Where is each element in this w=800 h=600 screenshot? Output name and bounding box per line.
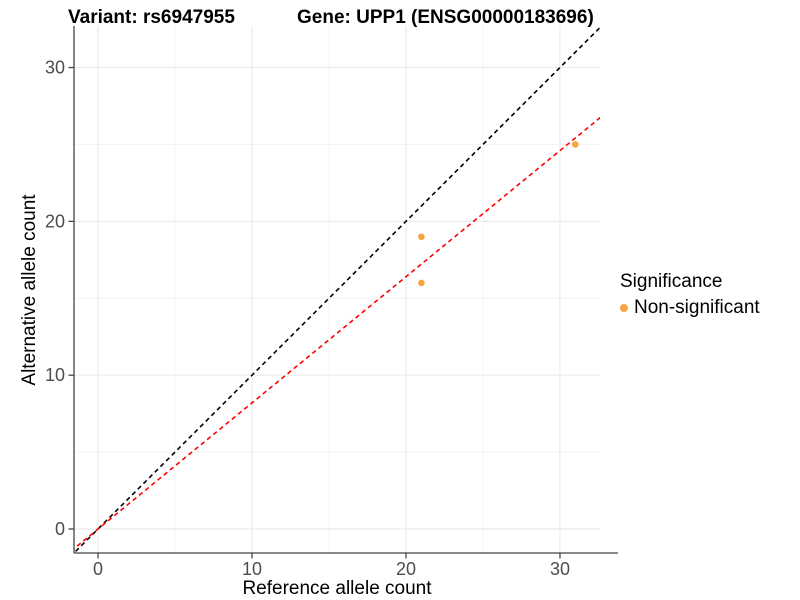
x-tick-label: 20 [396, 559, 416, 579]
plot-title-gene: Gene: UPP1 (ENSG00000183696) [297, 7, 594, 28]
legend: Significance Non-significant [620, 271, 760, 319]
y-tick-label: 30 [45, 58, 65, 78]
y-tick-label: 0 [55, 519, 65, 539]
identity-line [74, 26, 600, 553]
plot-title-variant: Variant: rs6947955 [68, 7, 235, 28]
legend-item: Non-significant [620, 297, 760, 319]
legend-title: Significance [620, 271, 723, 292]
x-tick-label: 0 [93, 559, 103, 579]
fit-line [74, 116, 600, 550]
legend-point-icon [620, 304, 628, 312]
x-tick-label: 30 [550, 559, 570, 579]
data-point [418, 233, 425, 241]
y-tick-label: 10 [45, 365, 65, 385]
y-axis-title: Alternative allele count [19, 194, 40, 386]
legend-item-label: Non-significant [634, 297, 760, 318]
data-point [572, 141, 579, 148]
data-point [418, 279, 425, 287]
x-tick-label: 10 [242, 559, 262, 579]
y-tick-label: 20 [45, 211, 65, 231]
x-axis-title: Reference allele count [242, 578, 432, 599]
